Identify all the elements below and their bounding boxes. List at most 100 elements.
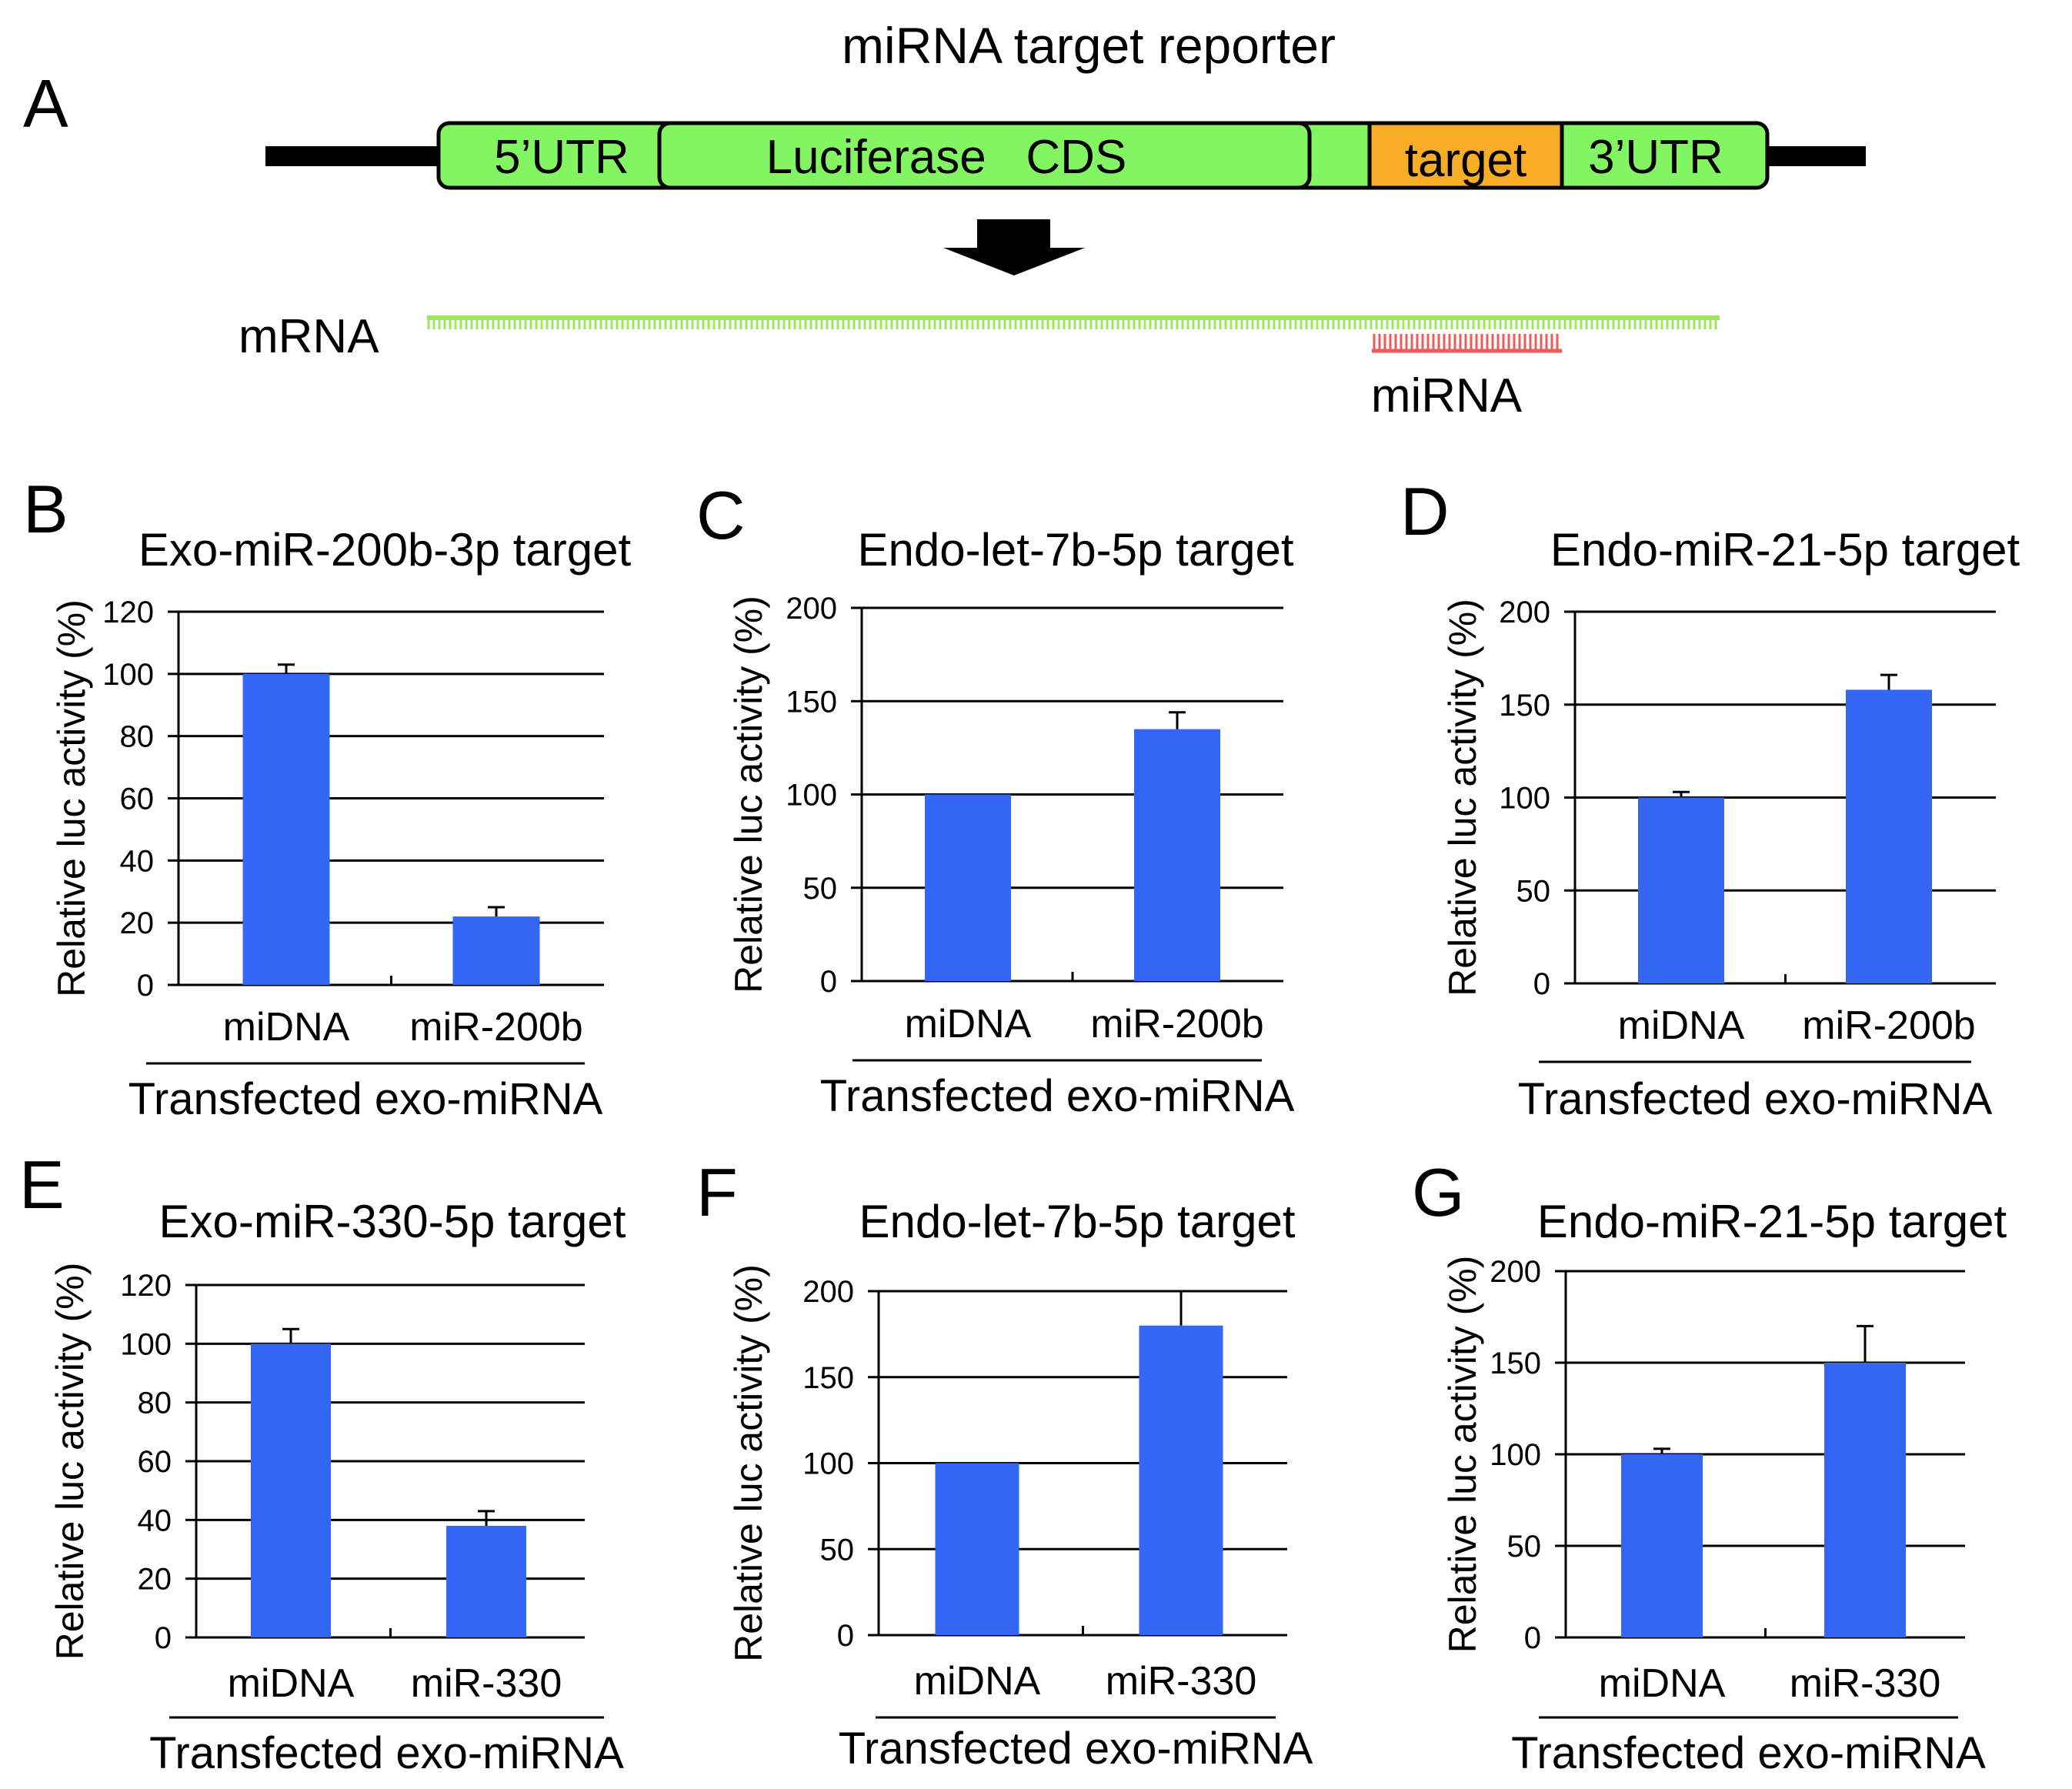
bar-mir-200b: [1134, 729, 1220, 981]
category-label: miDNA: [1618, 1003, 1745, 1048]
y-tick-label: 80: [120, 720, 155, 754]
y-axis-title: Relative luc activity (%): [1441, 599, 1484, 996]
mirna-label: miRNA: [1371, 369, 1523, 422]
category-label: miDNA: [914, 1659, 1041, 1704]
panel-a-diagram: A miRNA target reporter 5’UTR Luciferase…: [23, 17, 1866, 422]
luciferase-cds-box: [657, 121, 1312, 190]
bar-midna: [935, 1463, 1019, 1635]
y-tick-label: 0: [137, 969, 154, 1003]
mirna-strand: [1372, 334, 1562, 353]
mrna-strand: [427, 315, 1720, 329]
segment-target: target: [1405, 134, 1527, 187]
panel-e-chart: E Exo-miR-330-5p target 0 20 40 60 80 100 120 miD…: [19, 1146, 626, 1778]
x-axis-title: Transfected exo-miRNA: [1518, 1074, 1993, 1124]
y-tick-label: 200: [1490, 1255, 1541, 1289]
category-label: miR-330: [1106, 1659, 1257, 1704]
panel-d-label: D: [1400, 473, 1450, 549]
y-tick-label: 150: [802, 1361, 854, 1395]
y-tick-label: 0: [837, 1619, 854, 1653]
y-tick-label: 40: [120, 844, 155, 878]
x-axis-title: Transfected exo-miRNA: [128, 1074, 603, 1124]
diagram-title: miRNA target reporter: [842, 17, 1336, 74]
y-tick-label: 100: [102, 658, 154, 692]
bar-mir-330: [446, 1525, 526, 1637]
y-tick-label: 200: [802, 1275, 854, 1309]
panel-g-chart: G Endo-miR-21-5p target 0 50 100 150 200 miDNA m…: [1412, 1154, 2007, 1778]
category-label: miR-330: [1790, 1661, 1941, 1706]
category-label: miDNA: [905, 1002, 1032, 1046]
y-tick-label: 150: [1490, 1347, 1541, 1380]
panel-b-label: B: [23, 471, 68, 547]
panel-f-chart: F Endo-let-7b-5p target 0 50 100 150 200 miDNA m…: [696, 1154, 1313, 1774]
panel-d-chart: D Endo-miR-21-5p target 0 50 100 150 200 miDNA m…: [1400, 473, 2020, 1124]
panel-c-label: C: [696, 477, 746, 553]
y-tick-label: 100: [786, 779, 837, 813]
bar-mir-330: [1139, 1325, 1223, 1635]
category-label: miDNA: [223, 1005, 350, 1050]
x-axis-title: Transfected exo-miRNA: [149, 1728, 624, 1778]
y-axis-title: Relative luc activity (%): [727, 1264, 770, 1662]
y-tick-label: 60: [138, 1445, 172, 1479]
segment-3utr: 3’UTR: [1588, 131, 1723, 184]
y-tick-label: 50: [803, 872, 838, 906]
category-label: miDNA: [228, 1661, 355, 1706]
bar-mir-330: [1824, 1363, 1906, 1637]
y-tick-label: 60: [120, 783, 155, 816]
y-tick-label: 200: [1499, 596, 1550, 629]
y-tick-label: 0: [1533, 967, 1550, 1001]
y-tick-label: 0: [820, 965, 837, 999]
category-label: miDNA: [1599, 1661, 1726, 1706]
panel-e-label: E: [19, 1146, 65, 1223]
y-tick-label: 100: [1490, 1438, 1541, 1472]
segment-5utr: 5’UTR: [494, 131, 629, 184]
transcription-arrow-icon: [943, 219, 1085, 275]
y-tick-label: 100: [1499, 782, 1550, 816]
y-axis-title: Relative luc activity (%): [1441, 1256, 1484, 1654]
bar-midna: [242, 673, 330, 985]
panel-c-chart: C Endo-let-7b-5p target 0 50 100 150 200 miDNA m…: [696, 477, 1295, 1121]
chart-title: Exo-miR-330-5p target: [159, 1196, 626, 1247]
chart-title: Endo-let-7b-5p target: [857, 524, 1293, 576]
y-tick-label: 200: [786, 592, 837, 626]
bar-midna: [1638, 797, 1724, 983]
category-label: miR-200b: [1802, 1003, 1975, 1048]
y-axis-title: Relative luc activity (%): [50, 599, 93, 997]
y-tick-label: 0: [155, 1621, 172, 1655]
y-tick-label: 120: [120, 1269, 172, 1303]
target-site-box: [1367, 121, 1564, 190]
y-axis-title: Relative luc activity (%): [727, 596, 770, 993]
y-tick-label: 100: [802, 1447, 854, 1481]
mrna-label: mRNA: [239, 310, 379, 363]
y-tick-label: 150: [1499, 689, 1550, 723]
x-axis-title: Transfected exo-miRNA: [820, 1071, 1295, 1121]
panel-a-label: A: [23, 65, 68, 142]
panel-g-label: G: [1412, 1154, 1464, 1230]
y-tick-label: 80: [138, 1387, 172, 1420]
plasmid-backbone-left: [265, 146, 439, 166]
chart-title: Exo-miR-200b-3p target: [138, 524, 632, 576]
bar-midna: [1621, 1454, 1703, 1637]
y-tick-label: 50: [1516, 874, 1551, 908]
chart-title: Endo-miR-21-5p target: [1550, 524, 2020, 576]
bar-mir-200b: [1846, 689, 1932, 983]
y-tick-label: 100: [120, 1327, 172, 1361]
y-tick-label: 20: [120, 906, 155, 940]
y-tick-label: 150: [786, 685, 837, 719]
y-tick-label: 40: [138, 1504, 172, 1537]
bar-midna: [925, 794, 1011, 981]
category-label: miR-200b: [409, 1005, 582, 1050]
y-tick-label: 50: [820, 1533, 855, 1567]
chart-title: Endo-miR-21-5p target: [1537, 1196, 2007, 1247]
panel-f-label: F: [696, 1154, 738, 1230]
y-tick-label: 120: [102, 596, 154, 629]
x-axis-title: Transfected exo-miRNA: [1511, 1728, 1986, 1778]
plasmid-backbone-right: [1766, 146, 1866, 166]
segment-luciferase-cds: Luciferase CDS: [766, 131, 1127, 184]
bar-midna: [251, 1343, 331, 1637]
x-axis-title: Transfected exo-miRNA: [839, 1724, 1313, 1774]
category-label: miR-200b: [1090, 1002, 1263, 1046]
category-label: miR-330: [411, 1661, 562, 1706]
panel-b-chart: B Exo-miR-200b-3p target 0 20 40 60 80 100 120 mi…: [23, 471, 631, 1124]
y-tick-label: 0: [1524, 1621, 1541, 1655]
